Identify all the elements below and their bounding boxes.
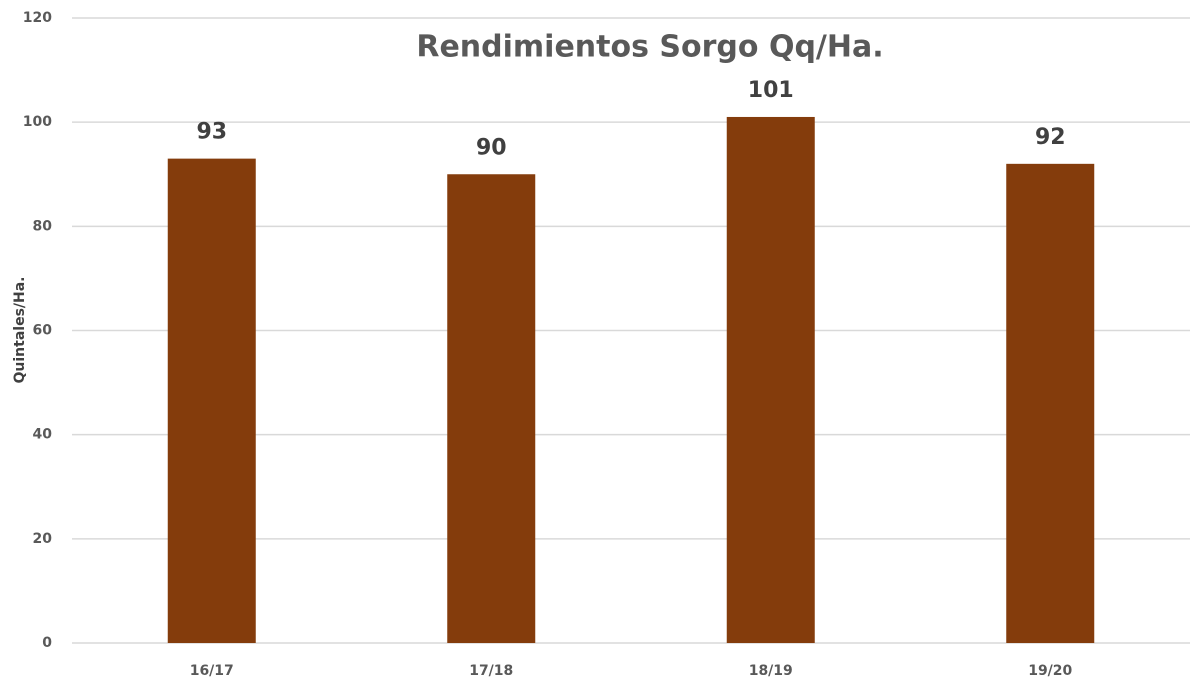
y-tick-label: 120: [23, 10, 52, 26]
bar: [1006, 163, 1095, 644]
x-tick-label: 19/20: [1028, 663, 1072, 679]
bar: [726, 116, 815, 644]
y-tick-label: 100: [23, 114, 52, 130]
y-tick-label: 40: [33, 427, 53, 443]
y-axis-label: Quintales/Ha.: [12, 277, 28, 384]
chart-title: Rendimientos Sorgo Qq/Ha.: [416, 30, 883, 65]
x-tick-label: 16/17: [190, 663, 234, 679]
y-tick-label: 0: [42, 635, 52, 651]
bar: [447, 174, 536, 643]
x-tick-label: 18/19: [749, 663, 793, 679]
data-label: 101: [748, 78, 794, 103]
y-tick-label: 60: [33, 323, 53, 339]
x-tick-label: 17/18: [469, 663, 513, 679]
data-label: 92: [1035, 125, 1066, 150]
data-label: 90: [476, 135, 507, 160]
y-tick-label: 80: [33, 218, 53, 234]
data-label: 93: [196, 120, 227, 145]
bar: [167, 158, 256, 643]
y-tick-label: 20: [33, 531, 53, 547]
